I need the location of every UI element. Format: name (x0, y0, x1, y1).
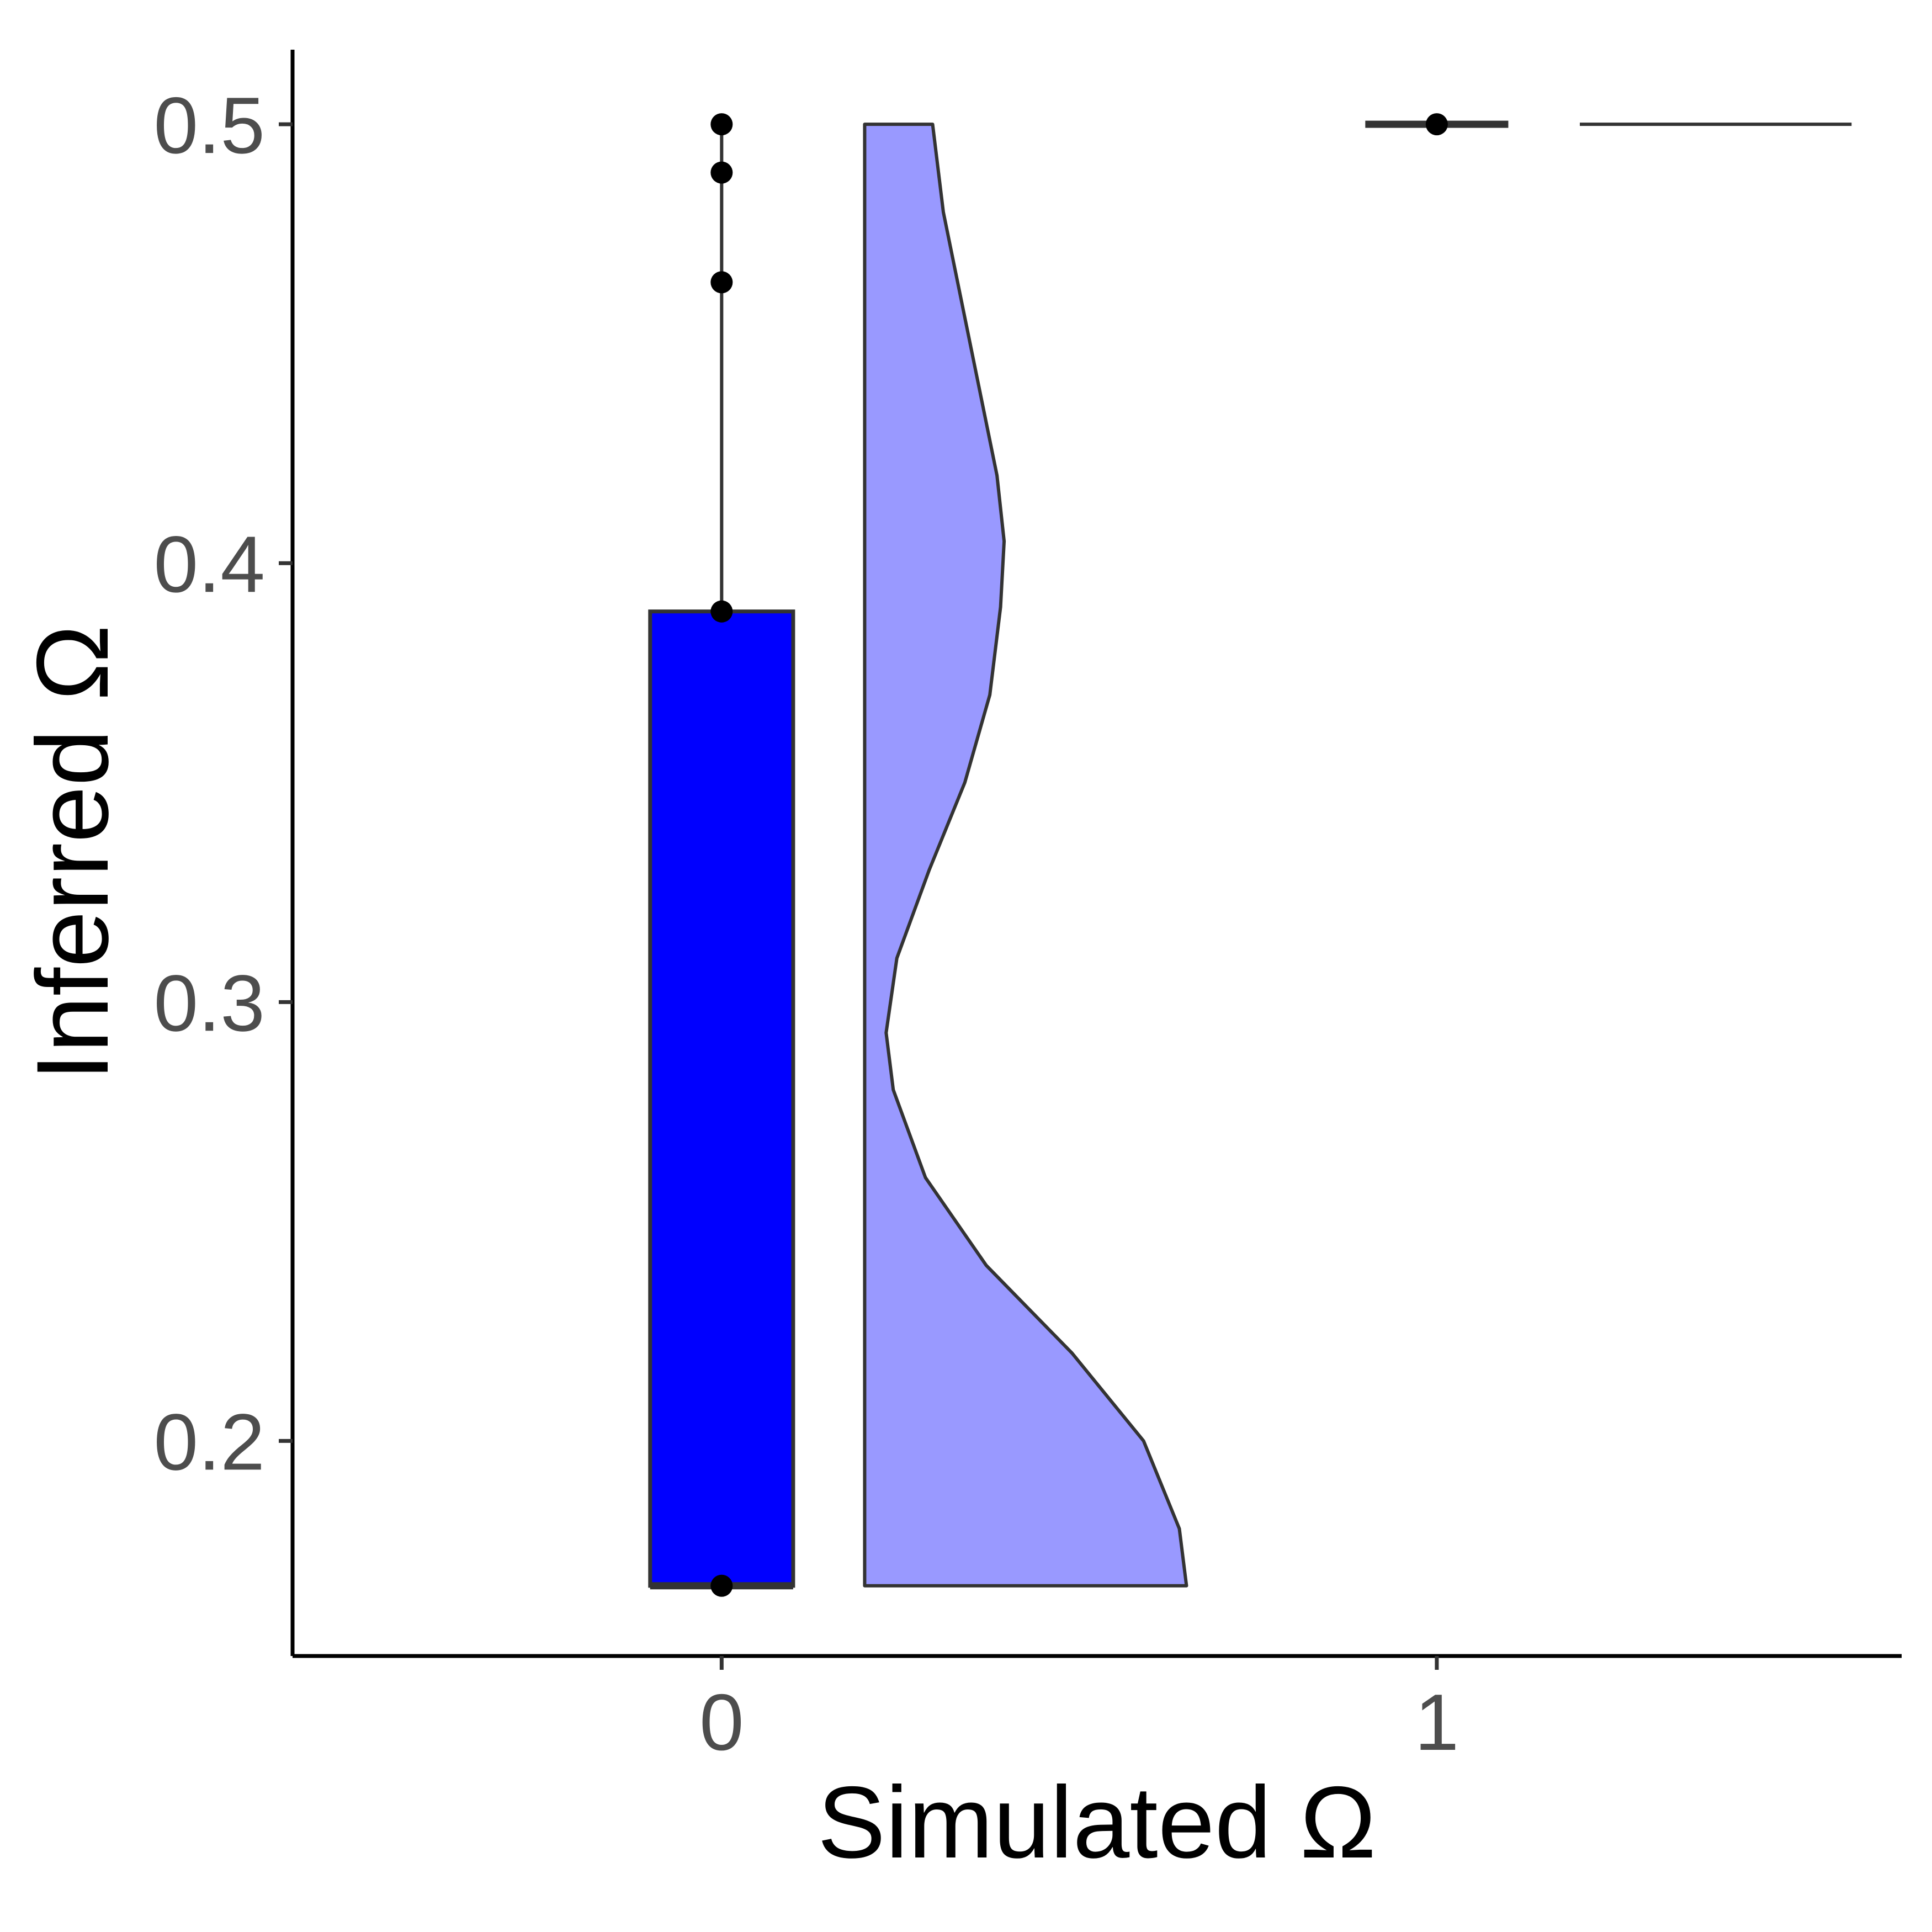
plot-area (648, 113, 1852, 1597)
data-point-0-2 (710, 271, 733, 294)
data-point-1-0 (1425, 113, 1448, 136)
x-tick-label-0: 0 (699, 1678, 744, 1767)
data-point-0-4 (710, 113, 733, 136)
data-point-0-3 (710, 161, 733, 184)
y-tick-label-2: 0.4 (153, 519, 265, 609)
x-axis-title: Simulated Ω (818, 1766, 1376, 1880)
data-point-0-0 (710, 1574, 733, 1597)
y-tick-label-1: 0.3 (153, 958, 265, 1048)
data-point-0-1 (710, 600, 733, 623)
y-axis-ticks: 0.2 0.3 0.4 0.5 (153, 81, 293, 1487)
y-tick-label-3: 0.5 (153, 81, 265, 170)
density-cloud-0 (863, 123, 1188, 1588)
y-tick-label-0: 0.2 (153, 1397, 265, 1487)
x-tick-label-1: 1 (1415, 1678, 1459, 1767)
box-0 (648, 609, 795, 1588)
y-axis-title: Inferred Ω (16, 624, 130, 1081)
